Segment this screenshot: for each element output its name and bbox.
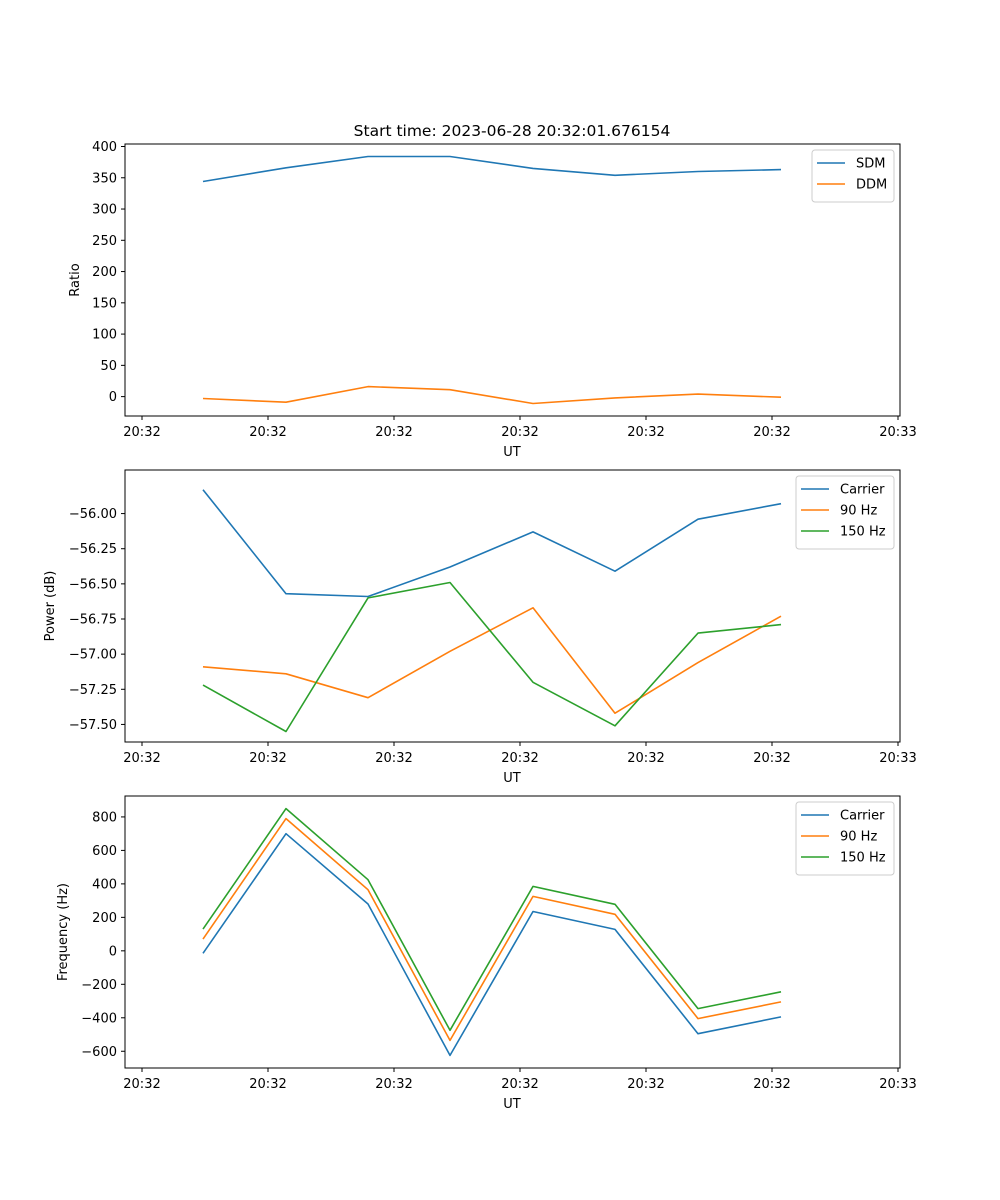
y-tick-label: −57.25: [69, 683, 117, 698]
y-axis-label: Frequency (Hz): [56, 883, 71, 981]
x-tick-label: 20:33: [879, 425, 916, 440]
chart-panel-3: 20:32 20:32 20:32 20:32 20:32 20:32 20:33 UT −60…: [56, 795, 917, 1112]
y-tick-label: −56.50: [69, 577, 117, 592]
x-axis-label: UT: [503, 771, 521, 786]
legend-label: Carrier: [840, 483, 885, 498]
legend: Carrier 90 Hz 150 Hz: [795, 801, 895, 876]
x-tick-label: 20:32: [249, 425, 286, 440]
plot-frame: [124, 143, 901, 417]
x-tick-label: 20:32: [375, 751, 412, 766]
legend-label: DDM: [856, 178, 887, 193]
y-tick-label: −56.25: [69, 542, 117, 557]
x-tick-label: 20:32: [249, 751, 286, 766]
y-tick-label: 50: [100, 359, 117, 374]
x-tick-label: 20:32: [123, 751, 160, 766]
y-tick-label: 350: [92, 171, 117, 186]
x-tick-label: 20:32: [753, 751, 790, 766]
legend-label: SDM: [856, 157, 885, 172]
x-tick-label: 20:32: [627, 751, 664, 766]
x-tick-label: 20:32: [753, 425, 790, 440]
y-tick-label: 200: [92, 265, 117, 280]
x-tick-label: 20:32: [501, 1077, 538, 1092]
y-tick-label: 600: [92, 844, 117, 859]
legend: Carrier 90 Hz 150 Hz: [795, 475, 895, 550]
series-line-150-hz: [202, 807, 782, 1032]
y-tick-label: 100: [92, 328, 117, 343]
y-tick-label: −57.00: [69, 648, 117, 663]
x-tick-label: 20:32: [249, 1077, 286, 1092]
y-tick-label: 0: [109, 390, 117, 405]
plot-frame: [124, 795, 901, 1069]
series-line-carrier: [202, 832, 782, 1057]
x-axis-label: UT: [503, 445, 521, 460]
x-tick-label: 20:32: [627, 425, 664, 440]
y-tick-label: 300: [92, 203, 117, 218]
y-tick-label: −57.50: [69, 718, 117, 733]
y-tick-label: −400: [81, 1011, 117, 1026]
y-tick-label: −200: [81, 978, 117, 993]
figure-title: Start time: 2023-06-28 20:32:01.676154: [354, 122, 671, 140]
legend-label: 150 Hz: [840, 851, 886, 866]
x-tick-label: 20:33: [879, 1077, 916, 1092]
series-line-150-hz: [202, 581, 782, 733]
x-tick-label: 20:32: [753, 1077, 790, 1092]
legend-label: 90 Hz: [840, 504, 877, 519]
x-axis-label: UT: [503, 1097, 521, 1112]
x-tick-label: 20:32: [501, 751, 538, 766]
x-tick-label: 20:33: [879, 751, 916, 766]
legend-label: 150 Hz: [840, 525, 886, 540]
series-line-90-hz: [202, 606, 782, 715]
series-line-carrier: [202, 489, 782, 598]
chart-panel-1: 20:32 20:32 20:32 20:32 20:32 20:32 20:33 UT 0 50…: [68, 140, 917, 460]
x-tick-label: 20:32: [501, 425, 538, 440]
y-tick-label: −56.75: [69, 613, 117, 628]
y-tick-label: 800: [92, 810, 117, 825]
y-tick-label: −56.00: [69, 507, 117, 522]
y-tick-label: 400: [92, 877, 117, 892]
y-tick-label: 200: [92, 911, 117, 926]
x-tick-label: 20:32: [627, 1077, 664, 1092]
y-axis-label: Ratio: [68, 263, 83, 296]
x-tick-label: 20:32: [375, 1077, 412, 1092]
x-tick-label: 20:32: [123, 425, 160, 440]
y-tick-label: 400: [92, 140, 117, 155]
chart-panel-2: 20:32 20:32 20:32 20:32 20:32 20:32 20:33 UT −57…: [43, 469, 917, 786]
x-tick-label: 20:32: [375, 425, 412, 440]
y-tick-label: 150: [92, 296, 117, 311]
series-line-sdm: [202, 155, 782, 183]
legend: SDM DDM: [811, 149, 895, 203]
y-tick-label: 250: [92, 234, 117, 249]
series-line-ddm: [202, 385, 782, 405]
y-tick-label: 0: [109, 944, 117, 959]
y-tick-label: −600: [81, 1045, 117, 1060]
x-tick-label: 20:32: [123, 1077, 160, 1092]
y-axis-label: Power (dB): [43, 571, 58, 642]
legend-label: 90 Hz: [840, 830, 877, 845]
legend-label: Carrier: [840, 809, 885, 824]
series-line-90-hz: [202, 817, 782, 1042]
plot-frame: [124, 469, 901, 743]
